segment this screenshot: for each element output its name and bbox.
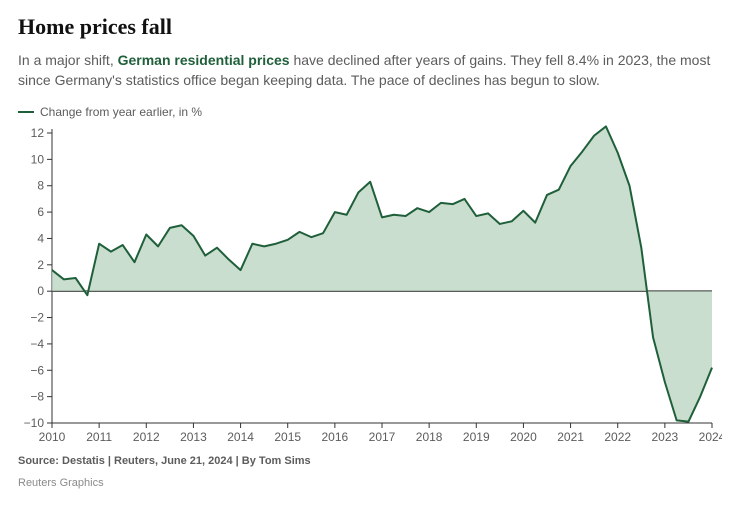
svg-text:−8: −8 [30,389,44,403]
svg-text:2024: 2024 [699,430,722,443]
subtitle-emphasis: German residential prices [118,52,290,68]
svg-text:10: 10 [31,152,45,166]
svg-text:−10: −10 [24,416,45,430]
svg-text:12: 12 [31,126,45,140]
svg-text:2015: 2015 [274,430,301,443]
svg-text:6: 6 [37,205,44,219]
svg-text:2022: 2022 [604,430,631,443]
svg-text:−6: −6 [30,363,44,377]
svg-text:2014: 2014 [227,430,254,443]
svg-text:2: 2 [37,257,44,271]
subtitle: In a major shift, German residential pri… [18,50,718,91]
svg-text:2021: 2021 [557,430,584,443]
svg-text:2013: 2013 [180,430,207,443]
svg-text:0: 0 [37,284,44,298]
svg-text:2011: 2011 [86,430,112,443]
svg-text:2018: 2018 [416,430,443,443]
svg-text:2019: 2019 [463,430,490,443]
svg-text:−4: −4 [30,337,44,351]
credit-line: Reuters Graphics [18,477,722,489]
legend-line-swatch [18,111,34,113]
svg-text:2016: 2016 [322,430,349,443]
svg-text:2012: 2012 [133,430,160,443]
svg-text:−2: −2 [30,310,44,324]
page-title: Home prices fall [18,14,722,40]
svg-text:2017: 2017 [369,430,396,443]
source-line: Source: Destatis | Reuters, June 21, 202… [18,455,722,467]
svg-text:2020: 2020 [510,430,537,443]
svg-text:2023: 2023 [652,430,679,443]
svg-text:8: 8 [37,178,44,192]
chart-svg: −10 −8 −6 −4 −2 0 2 4 6 8 10 12 2010 2011 2012 2013 2014… [18,123,722,443]
svg-text:4: 4 [37,231,44,245]
legend: Change from year earlier, in % [18,105,722,119]
chart: −10 −8 −6 −4 −2 0 2 4 6 8 10 12 2010 2011 2012 2013 2014… [18,123,722,443]
subtitle-pre: In a major shift, [18,52,118,68]
legend-label: Change from year earlier, in % [40,105,202,119]
svg-text:2010: 2010 [39,430,66,443]
